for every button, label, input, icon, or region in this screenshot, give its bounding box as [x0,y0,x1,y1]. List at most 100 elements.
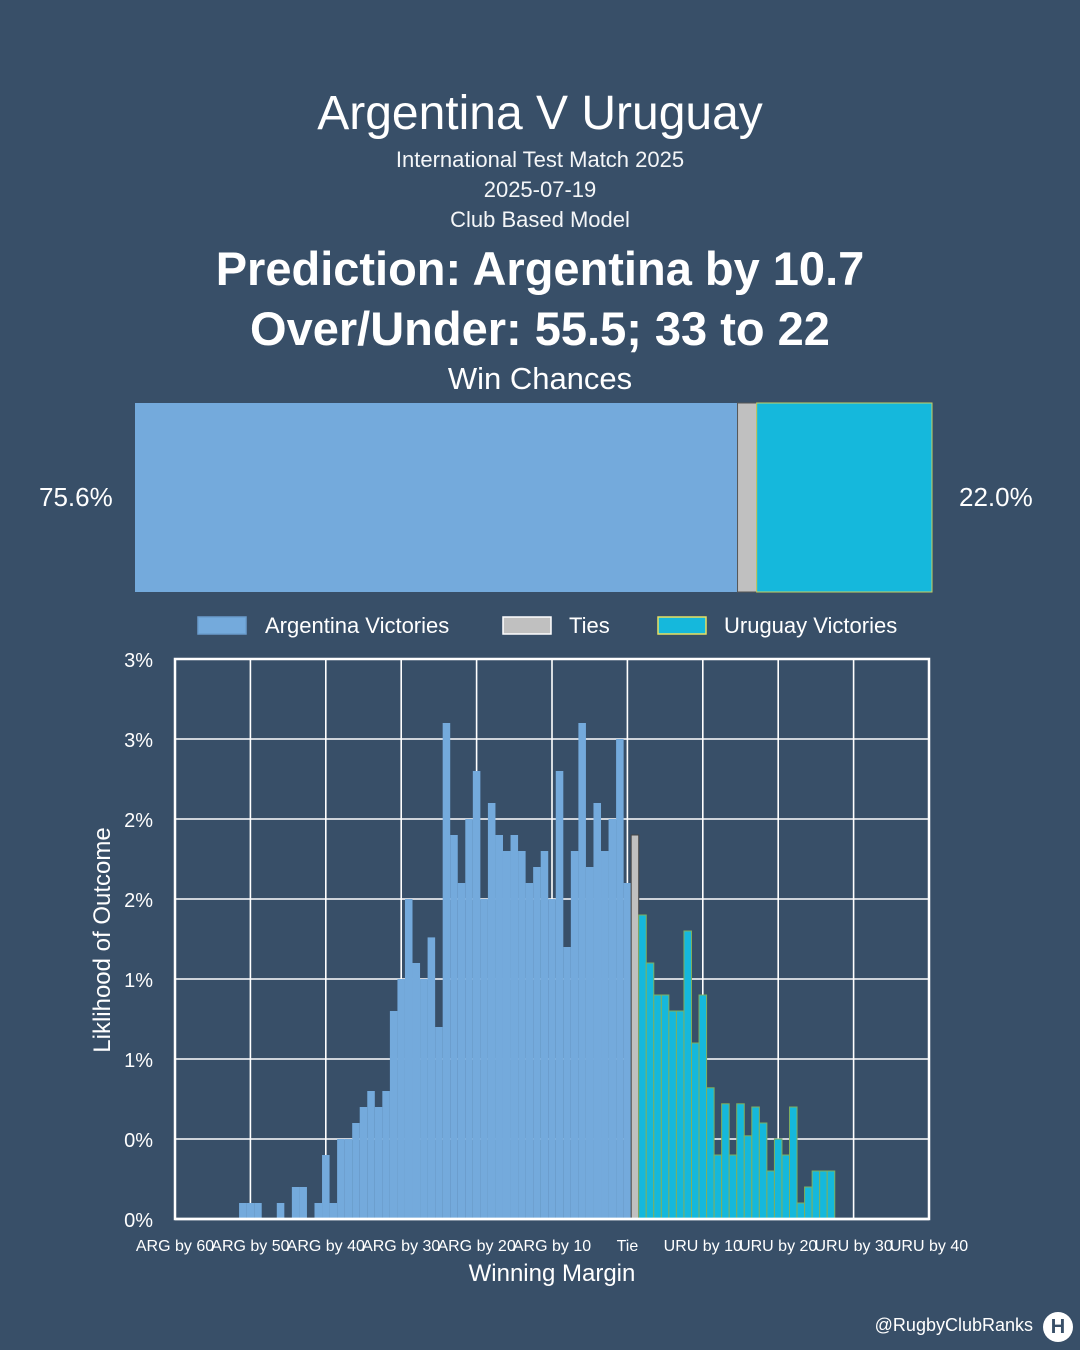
bar-argentina [548,899,556,1219]
bar-argentina [382,1091,390,1219]
bar-uruguay [713,1154,723,1220]
bar-uruguay [645,962,655,1220]
bar-argentina [276,1203,285,1219]
bar-argentina [616,739,624,1219]
bar-argentina [608,819,617,1219]
y-tick-label: 2% [124,890,153,912]
bar-argentina [487,803,496,1219]
model-label: Club Based Model [450,207,630,232]
x-tick-label: URU by 10 [664,1238,742,1255]
bar-argentina [502,851,511,1219]
bar-tie [630,834,640,1220]
bar-argentina [450,835,458,1219]
bar-uruguay [706,1087,715,1220]
bar-argentina [367,1091,375,1219]
bar-uruguay [698,994,708,1220]
bar-argentina [510,835,519,1219]
bar-argentina [601,851,609,1219]
x-tick-label: URU by 20 [739,1238,817,1255]
bar-argentina [495,835,503,1219]
y-tick-label: 2% [124,810,153,832]
bar-uruguay [743,1135,753,1220]
bar-uruguay [804,1186,813,1220]
y-tick-label: 1% [124,970,153,992]
legend-argentina-label: Argentina Victories [265,613,449,638]
bar-argentina [623,883,632,1219]
bar-argentina [540,851,549,1219]
x-tick-label: URU by 30 [814,1238,892,1255]
legend-argentina-swatch [197,616,247,635]
competition-label: International Test Match 2025 [395,147,685,172]
y-tick-label: 1% [124,1050,153,1072]
win-bar-uruguay [756,402,933,593]
bar-argentina [359,1107,368,1219]
y-tick-label: 0% [124,1210,153,1232]
match-title: Argentina V Uruguay [317,87,763,140]
match-date: 2025-07-19 [483,177,597,202]
x-tick-label: URU by 40 [890,1238,968,1255]
legend-ties-swatch [502,616,552,635]
bar-uruguay [675,1010,685,1220]
x-tick-label: ARG by 10 [513,1238,591,1255]
bar-uruguay [826,1170,836,1220]
bar-argentina [420,979,428,1219]
bar-uruguay [758,1122,768,1220]
bar-argentina [457,883,466,1219]
bar-argentina [585,867,594,1219]
bar-argentina [397,979,405,1219]
y-tick-label: 0% [124,1130,153,1152]
bar-uruguay [819,1170,828,1220]
bar-uruguay [781,1154,791,1220]
bar-argentina [352,1123,360,1219]
bar-argentina [533,867,541,1219]
bar-uruguay [796,1202,806,1220]
x-tick-label: ARG by 60 [136,1238,214,1255]
bar-uruguay [690,1042,700,1220]
bar-argentina [578,723,586,1219]
bar-uruguay [766,1170,775,1220]
bar-argentina [472,771,481,1219]
win-chances-title: Win Chances [447,361,633,396]
bar-argentina [322,1155,330,1219]
legend-uruguay-swatch [657,616,707,635]
bar-argentina [337,1139,345,1219]
over-under-headline: Over/Under: 55.5; 33 to 22 [250,302,830,355]
x-tick-label: ARG by 50 [211,1238,289,1255]
bar-argentina [299,1187,307,1219]
bar-uruguay [811,1170,821,1220]
bar-argentina [435,1027,443,1219]
x-tick-label: ARG by 30 [362,1238,440,1255]
bar-argentina [404,899,413,1219]
win-chances-bar [135,402,933,593]
bar-uruguay [638,914,647,1220]
rugby-club-ranks-logo-icon: H [1043,1312,1073,1342]
bar-argentina [427,937,436,1219]
bar-argentina [570,851,579,1219]
bar-argentina [593,803,602,1219]
bar-argentina [246,1203,255,1219]
bar-argentina [480,899,488,1219]
bar-uruguay [721,1103,730,1220]
win-bar-tie [737,402,758,593]
x-tick-label: Tie [617,1238,639,1255]
y-tick-label: 3% [124,650,153,672]
bar-argentina [465,819,473,1219]
prediction-headline: Prediction: Argentina by 10.7 [215,242,865,295]
legend-uruguay-label: Uruguay Victories [724,613,897,638]
bar-uruguay [751,1106,760,1220]
bar-argentina [329,1203,338,1219]
bar-uruguay [660,994,670,1220]
bar-argentina [525,883,534,1219]
bar-argentina [412,963,421,1219]
bar-argentina [518,851,526,1219]
bar-uruguay [789,1106,798,1220]
win-bar-argentina [135,403,738,592]
bar-argentina [374,1107,383,1219]
bar-argentina [291,1187,300,1219]
bar-argentina [555,771,564,1219]
twitter-handle: @RugbyClubRanks [874,1315,1033,1335]
bar-uruguay [668,1010,677,1220]
bar-argentina [254,1203,262,1219]
